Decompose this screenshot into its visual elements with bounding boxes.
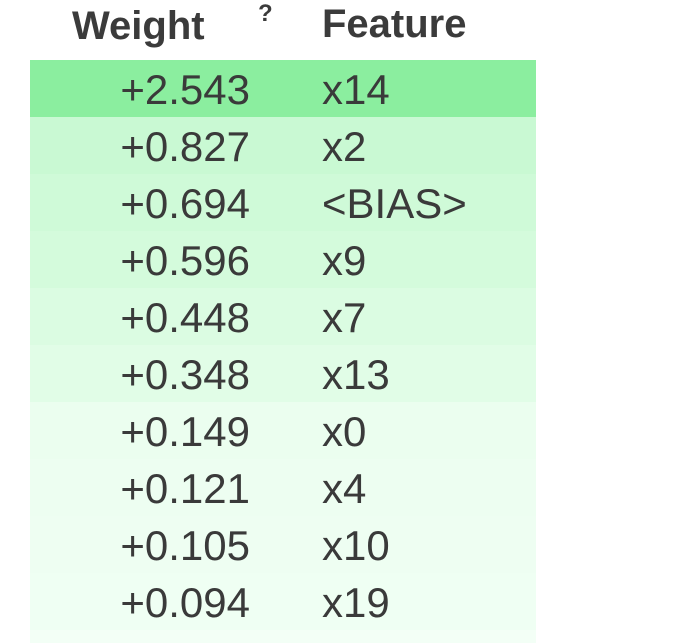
table-body: +2.543 x14 +0.827 x2 +0.694 <BIAS> +0.596 x9 +0.…	[30, 60, 536, 630]
table-row: +2.543 x14	[30, 60, 536, 117]
table-row: +0.448 x7	[30, 288, 536, 345]
weight-value: +0.694	[120, 180, 250, 227]
feature-name: x14	[322, 66, 390, 113]
weight-value: +0.149	[120, 408, 250, 455]
feature-column-header: Feature	[322, 2, 467, 46]
weight-value: +0.348	[120, 351, 250, 398]
weight-value: +0.121	[120, 465, 250, 512]
feature-name: x10	[322, 522, 390, 569]
feature-name: x0	[322, 408, 367, 455]
table-row: +0.596 x9	[30, 231, 536, 288]
weight-value: +0.596	[120, 237, 250, 284]
weight-value: +0.105	[120, 522, 250, 569]
feature-name: x13	[322, 351, 390, 398]
weight-column-header: Weight	[72, 4, 205, 48]
table-row: +0.694 <BIAS>	[30, 174, 536, 231]
weight-value: +0.448	[120, 294, 250, 341]
weight-value: +0.094	[120, 579, 250, 626]
feature-name: x9	[322, 237, 367, 284]
weight-help-icon[interactable]: ?	[258, 0, 273, 27]
feature-name: x4	[322, 465, 367, 512]
table-header: Weight ? Feature	[30, 0, 536, 60]
table-row: +0.121 x4	[30, 459, 536, 516]
table-row: +0.105 x10	[30, 516, 536, 573]
feature-name: x19	[322, 579, 390, 626]
table-row: +0.094 x19	[30, 573, 536, 630]
feature-name: <BIAS>	[322, 180, 467, 227]
weight-value: +0.827	[120, 123, 250, 170]
feature-name: x7	[322, 294, 367, 341]
weights-table: Weight ? Feature +2.543 x14 +0.827 x2 +0.694…	[30, 0, 536, 643]
table-row: +0.827 x2	[30, 117, 536, 174]
table-row: +0.149 x0	[30, 402, 536, 459]
table-row-cutoff	[30, 630, 536, 643]
table-row: +0.348 x13	[30, 345, 536, 402]
feature-name: x2	[322, 123, 367, 170]
weight-value: +2.543	[120, 66, 250, 113]
